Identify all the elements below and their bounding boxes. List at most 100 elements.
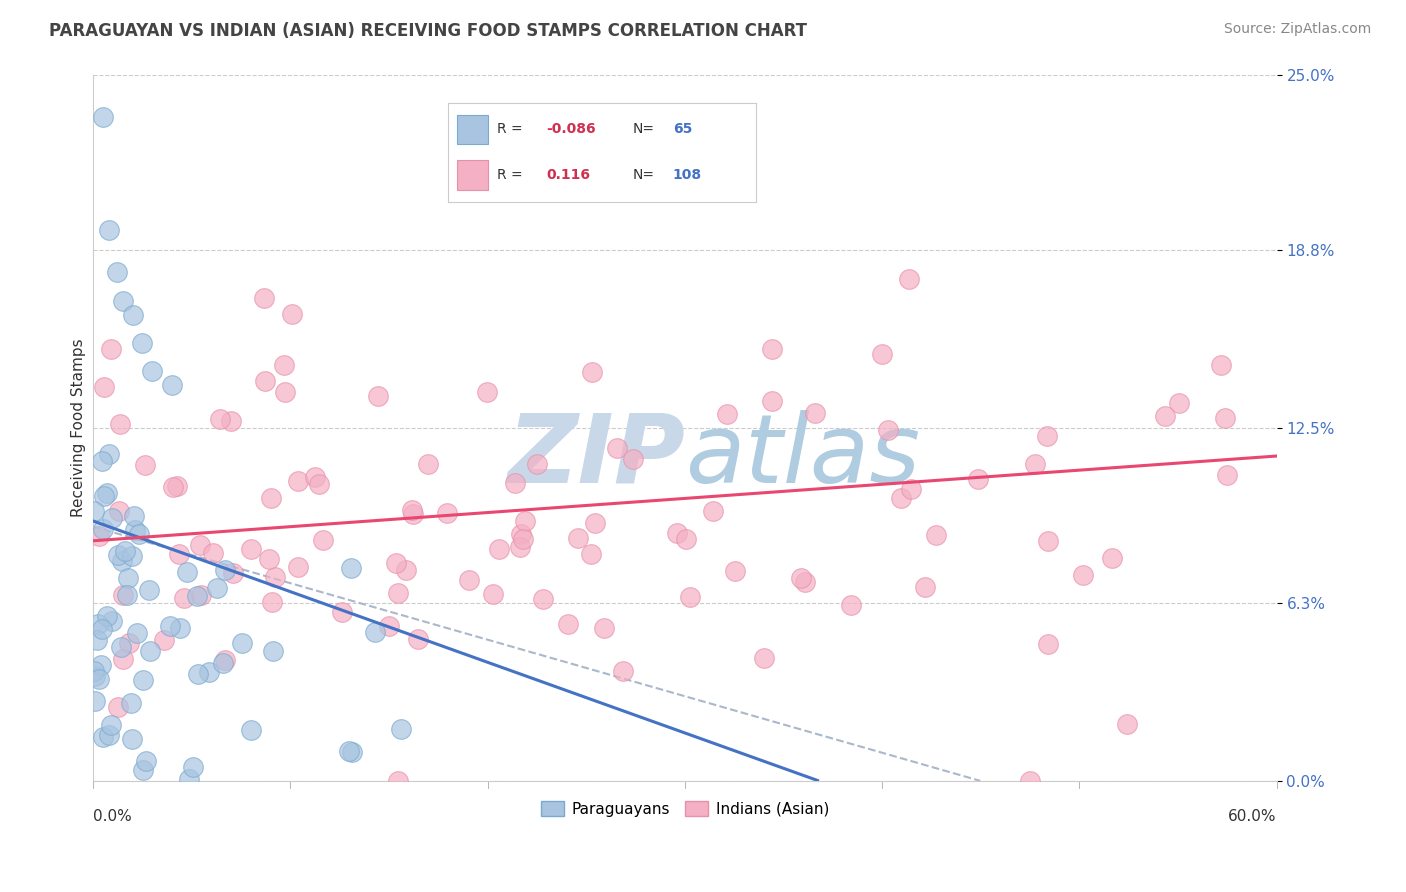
Point [898, 272, 921, 286]
Point [87, 529, 110, 543]
Point [395, 563, 418, 577]
Point [254, 375, 277, 389]
Point [273, 358, 295, 372]
Point [308, 477, 330, 491]
Point [512, 532, 534, 546]
Text: PARAGUAYAN VS INDIAN (ASIAN) RECEIVING FOOD STAMPS CORRELATION CHART: PARAGUAYAN VS INDIAN (ASIAN) RECEIVING F… [49, 22, 807, 40]
Point [761, 393, 783, 408]
Point [202, 545, 225, 559]
Point [839, 598, 862, 612]
Point [304, 470, 326, 484]
Point [187, 667, 209, 681]
Point [531, 591, 554, 606]
Point [925, 528, 948, 542]
Point [112, 652, 135, 666]
Point [567, 531, 589, 545]
Text: ZIP: ZIP [508, 409, 685, 502]
Point [125, 626, 148, 640]
Point [100, 342, 122, 356]
Point [87, 617, 110, 632]
Point [87, 672, 110, 686]
Point [312, 533, 335, 548]
Point [475, 385, 498, 400]
Point [274, 385, 297, 400]
Legend: Paraguayans, Indians (Asian): Paraguayans, Indians (Asian) [534, 795, 835, 822]
Point [510, 526, 533, 541]
Point [83, 694, 105, 708]
Point [967, 471, 990, 485]
Point [111, 554, 134, 568]
Point [401, 507, 423, 521]
Point [132, 673, 155, 687]
Point [890, 491, 912, 505]
Point [131, 336, 153, 351]
Point [1298, 505, 1320, 519]
Point [260, 491, 283, 505]
Point [97, 447, 120, 461]
Point [112, 588, 135, 602]
Point [107, 548, 129, 562]
Point [1019, 774, 1042, 789]
Point [101, 614, 124, 628]
Point [160, 378, 183, 392]
Point [364, 625, 387, 640]
Point [387, 586, 409, 600]
Point [513, 514, 536, 528]
Point [914, 580, 936, 594]
Point [378, 619, 401, 633]
Point [593, 620, 616, 634]
Point [581, 365, 603, 379]
Point [754, 650, 776, 665]
Point [1211, 358, 1233, 372]
Point [679, 590, 702, 604]
Point [1036, 429, 1059, 443]
Point [1277, 618, 1299, 632]
Point [186, 589, 208, 603]
Point [793, 574, 815, 589]
Point [122, 508, 145, 523]
Point [110, 417, 132, 431]
Point [330, 606, 353, 620]
Point [114, 544, 136, 558]
Point [198, 665, 221, 680]
Point [205, 581, 228, 595]
Point [389, 722, 412, 736]
Point [526, 457, 548, 471]
Point [118, 636, 141, 650]
Point [177, 772, 200, 787]
Point [367, 389, 389, 403]
Point [385, 556, 408, 570]
Point [96, 609, 118, 624]
Point [141, 364, 163, 378]
Point [503, 476, 526, 491]
Point [761, 343, 783, 357]
Point [257, 551, 280, 566]
Point [240, 723, 263, 738]
Point [482, 587, 505, 601]
Point [111, 293, 134, 308]
Point [212, 657, 235, 671]
Point [208, 412, 231, 426]
Point [231, 636, 253, 650]
Point [260, 595, 283, 609]
Point [90, 657, 112, 672]
Point [287, 475, 309, 489]
Point [1024, 457, 1046, 471]
Point [96, 486, 118, 500]
Point [581, 547, 603, 561]
Point [214, 563, 236, 577]
Point [222, 566, 245, 580]
Point [557, 616, 579, 631]
Point [188, 538, 211, 552]
Point [173, 591, 195, 606]
Point [702, 503, 724, 517]
Point [1154, 409, 1177, 424]
Point [83, 664, 105, 678]
Point [1116, 717, 1139, 731]
Point [91, 730, 114, 744]
Point [418, 457, 440, 471]
Point [121, 549, 143, 563]
Point [86, 633, 108, 648]
Point [724, 564, 747, 578]
Point [159, 619, 181, 633]
